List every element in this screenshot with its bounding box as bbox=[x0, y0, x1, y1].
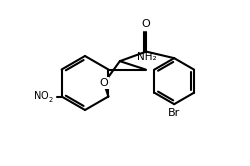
Text: $\mathregular{NO_2^{\ }}$: $\mathregular{NO_2^{\ }}$ bbox=[33, 89, 54, 104]
Text: NH₂: NH₂ bbox=[136, 51, 156, 61]
Text: O: O bbox=[141, 19, 150, 29]
Text: O: O bbox=[99, 78, 108, 88]
Text: NO₂: NO₂ bbox=[34, 91, 54, 101]
Text: Br: Br bbox=[168, 108, 179, 118]
